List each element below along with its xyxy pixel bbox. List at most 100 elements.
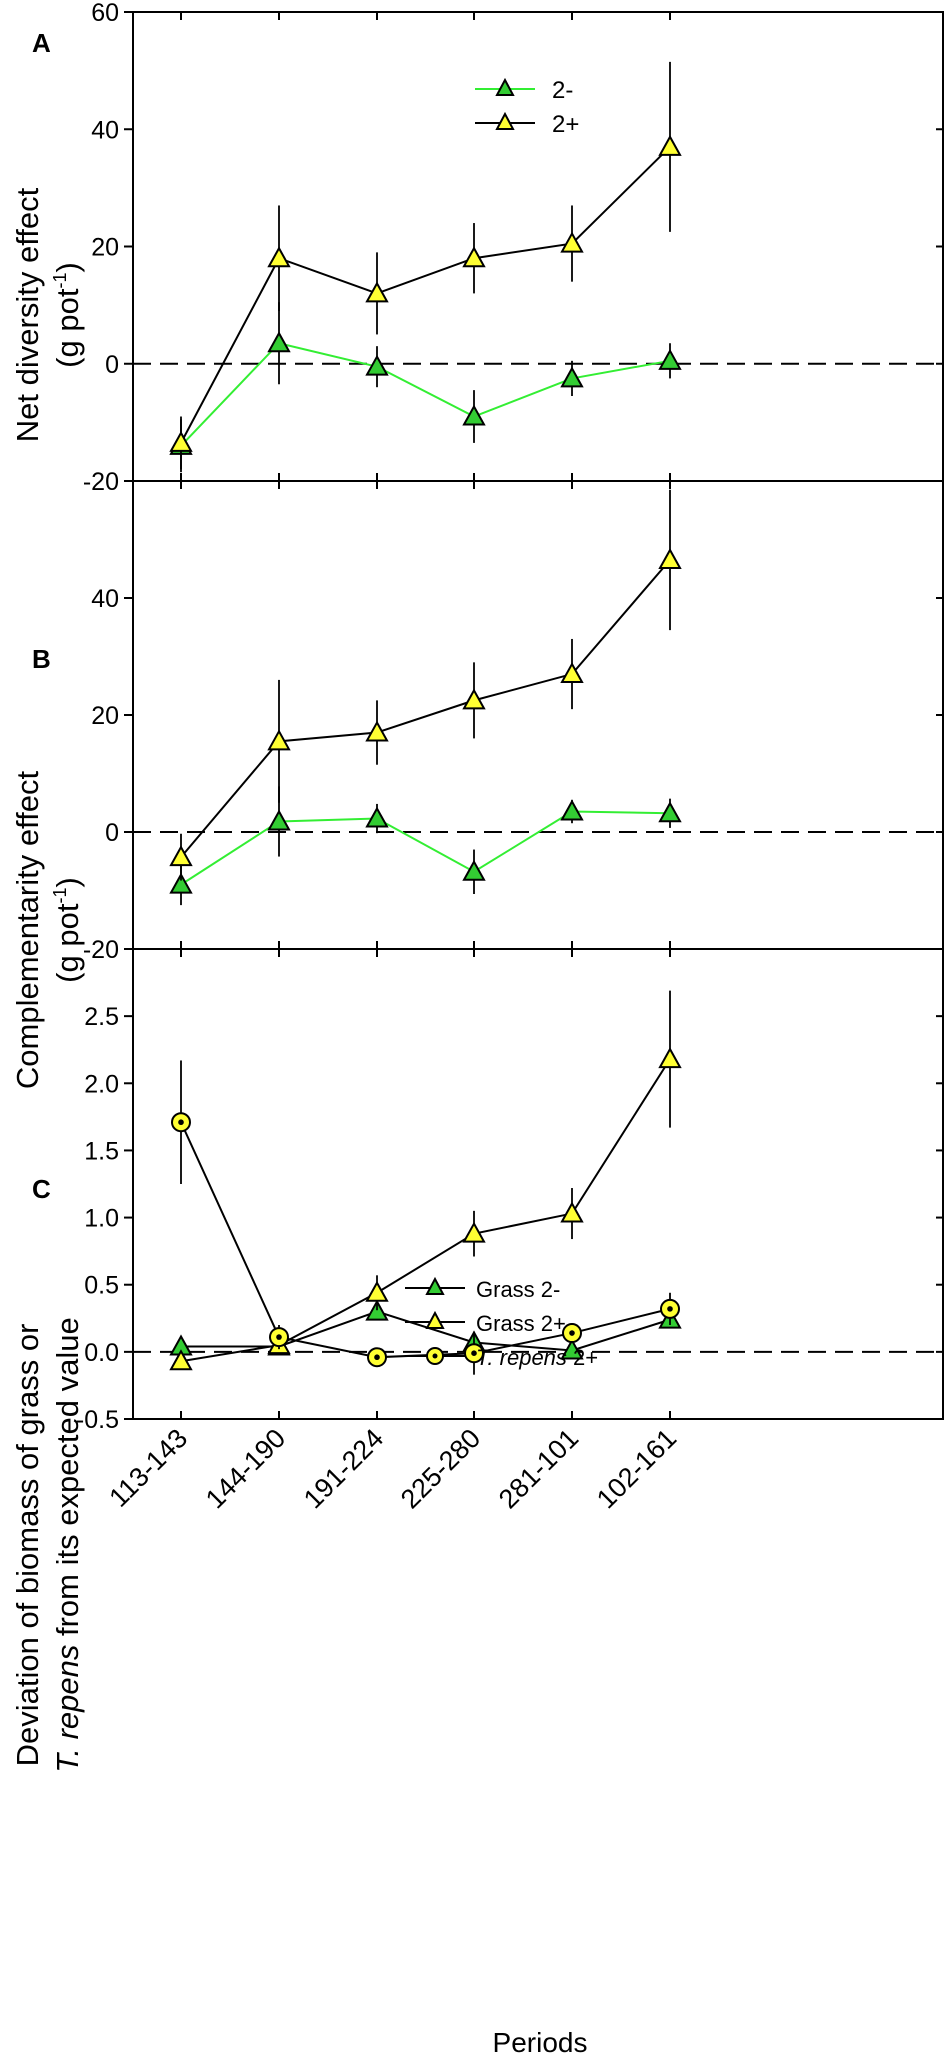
legend-a-item-1: 2- xyxy=(475,77,573,104)
legend-c-item-3: T. repens 2+ xyxy=(405,1345,598,1370)
panel-c-ytick-label: 0.0 xyxy=(84,1339,119,1367)
panel-b-series-2-point xyxy=(365,720,389,742)
x-tick-label: 281-101 xyxy=(493,1423,584,1514)
panel-c-series-2-point xyxy=(462,1221,486,1243)
panel-c-series-3-point-dot xyxy=(276,1334,282,1340)
panel-a-series-2-point xyxy=(365,281,389,303)
panel-c-series-2 xyxy=(169,990,682,1371)
panel-b-series-1-point xyxy=(365,806,389,828)
panel-c-series-1-point xyxy=(560,1338,584,1360)
panel-a-series-2-point xyxy=(169,430,193,452)
panel-a-series-1-point xyxy=(462,404,486,426)
panel-a-ylabel-line2: (g pot-1) xyxy=(50,262,85,368)
panel-a-series-2-point xyxy=(560,231,584,253)
panel-a: -20 0 20 40 60 xyxy=(83,0,944,496)
panel-c-series-1-point xyxy=(365,1299,389,1321)
panel-c-ytick-label: 2.5 xyxy=(84,1003,119,1031)
panel-b-ylabel: Complementarity effect (g pot-1) xyxy=(10,771,85,1090)
panel-a-ytick-label: 40 xyxy=(91,116,119,144)
panel-b-ytick-label: 40 xyxy=(91,585,119,613)
panel-c-series-3-point-dot xyxy=(471,1350,477,1356)
panel-c-series-2-point xyxy=(169,1349,193,1371)
panel-a-ylabel-line1: Net diversity effect xyxy=(10,187,45,442)
panel-b-ytick-label: 20 xyxy=(91,702,119,730)
panel-c-series-3-point-dot xyxy=(569,1330,575,1336)
panel-b-series-1-point xyxy=(267,809,291,831)
panel-a-ytick-label: 20 xyxy=(91,234,119,262)
panel-c-series-1-line xyxy=(181,1310,671,1352)
panel-b-series-2-line xyxy=(180,559,671,858)
legend-a-item-2: 2+ xyxy=(475,111,579,138)
panel-c-ylabel-line2: T. repens from its expected value xyxy=(50,1317,85,1773)
panel-b-series-1-point xyxy=(462,859,486,881)
panel-a-ytick-label: -20 xyxy=(83,468,119,496)
panel-a-series-1 xyxy=(169,302,682,473)
legend-c-label-2: Grass 2+ xyxy=(476,1311,566,1336)
panel-b-series-1-line xyxy=(180,810,671,886)
panel-c-series-3-point-dot xyxy=(667,1306,673,1312)
panel-a-series-1-point xyxy=(365,354,389,376)
panel-a-series-2-point xyxy=(462,246,486,268)
panel-c-ytick-label: 2.0 xyxy=(84,1070,119,1098)
legend-c-label-1: Grass 2- xyxy=(476,1277,560,1302)
panel-c-series-2-point xyxy=(365,1280,389,1302)
panel-c-ytick-label: 0.5 xyxy=(84,1272,119,1300)
panel-b: -20 0 20 40 xyxy=(83,480,944,964)
panel-b-ytick-label: -20 xyxy=(83,936,119,964)
legend-c-item-2: Grass 2+ xyxy=(405,1310,566,1336)
legend-a-label-1: 2- xyxy=(552,77,573,104)
panel-b-series-1-point xyxy=(169,872,193,894)
panel-b-series-1-point xyxy=(658,801,682,823)
panel-b-ytick-label: 0 xyxy=(105,819,119,847)
panel-c-ytick-label: 1.5 xyxy=(84,1137,119,1165)
panel-c-series-3-point-dot xyxy=(178,1119,184,1126)
panel-c-label: C xyxy=(32,1174,51,1204)
legend-c-label-3: T. repens 2+ xyxy=(476,1345,598,1370)
panel-a-label: A xyxy=(32,28,51,58)
panel-a-series-1-point xyxy=(560,366,584,388)
panel-a-series-1-line xyxy=(180,342,671,447)
legend-c-item-1: Grass 2- xyxy=(405,1276,560,1302)
panel-b-ylabel-line1: Complementarity effect xyxy=(10,771,45,1090)
panel-c-frame xyxy=(132,948,944,1420)
panel-c-ytick-label: 1.0 xyxy=(84,1205,119,1233)
panel-b-series-2-point xyxy=(462,688,486,710)
panel-c-ylabel: Deviation of biomass of grass or T. repe… xyxy=(10,1317,85,1773)
panel-a-ytick-label: 60 xyxy=(91,0,119,27)
panel-c-ylabel-line1: Deviation of biomass of grass or xyxy=(10,1324,45,1767)
panel-b-series-1-point xyxy=(560,799,584,821)
panel-a-ylabel: Net diversity effect (g pot-1) xyxy=(10,187,85,442)
panel-b-series-2-point xyxy=(267,729,291,751)
x-axis-title: Periods xyxy=(493,2027,588,2058)
panel-a-series-1-point xyxy=(658,348,682,370)
panel-a-ytick-label: 0 xyxy=(105,351,119,379)
panel-c-series-2-line xyxy=(180,1058,671,1363)
panel-b-series-2-point xyxy=(169,845,193,867)
panel-a-series-1-point xyxy=(267,331,291,353)
panel-c: -0.5 0.0 0.5 1.0 1.5 2.0 2.5 xyxy=(76,948,944,1434)
legend-a-label-2: 2+ xyxy=(552,111,579,138)
panel-a-series-2 xyxy=(169,61,682,470)
panel-b-series-1 xyxy=(169,786,682,906)
panel-c-ytick-label: -0.5 xyxy=(76,1406,119,1434)
legend-a: 2- 2+ xyxy=(475,77,579,138)
panel-a-series-2-point xyxy=(267,246,291,268)
x-tick-label: 144-190 xyxy=(200,1423,291,1514)
panel-b-series-2-point xyxy=(560,661,584,684)
panel-a-series-2-point xyxy=(658,134,682,156)
panel-b-label: B xyxy=(32,644,51,674)
panel-c-series-2-point xyxy=(560,1201,584,1223)
x-tick-label: 102-161 xyxy=(591,1423,682,1514)
x-tick-label: 191-224 xyxy=(298,1423,389,1514)
x-tick-label: 225-280 xyxy=(395,1423,486,1514)
panel-a-series-2-line xyxy=(180,146,671,444)
panel-b-frame xyxy=(132,480,944,950)
x-tick-label: 113-143 xyxy=(103,1423,193,1513)
panel-b-series-2-point xyxy=(658,547,682,569)
panel-b-series-2 xyxy=(169,489,682,881)
panel-c-series-3-point-dot xyxy=(374,1354,380,1361)
panel-a-frame xyxy=(132,11,944,482)
legend-c: Grass 2- Grass 2+ T. repens 2+ xyxy=(405,1276,598,1370)
panel-b-ylabel-line2: (g pot-1) xyxy=(50,877,85,983)
